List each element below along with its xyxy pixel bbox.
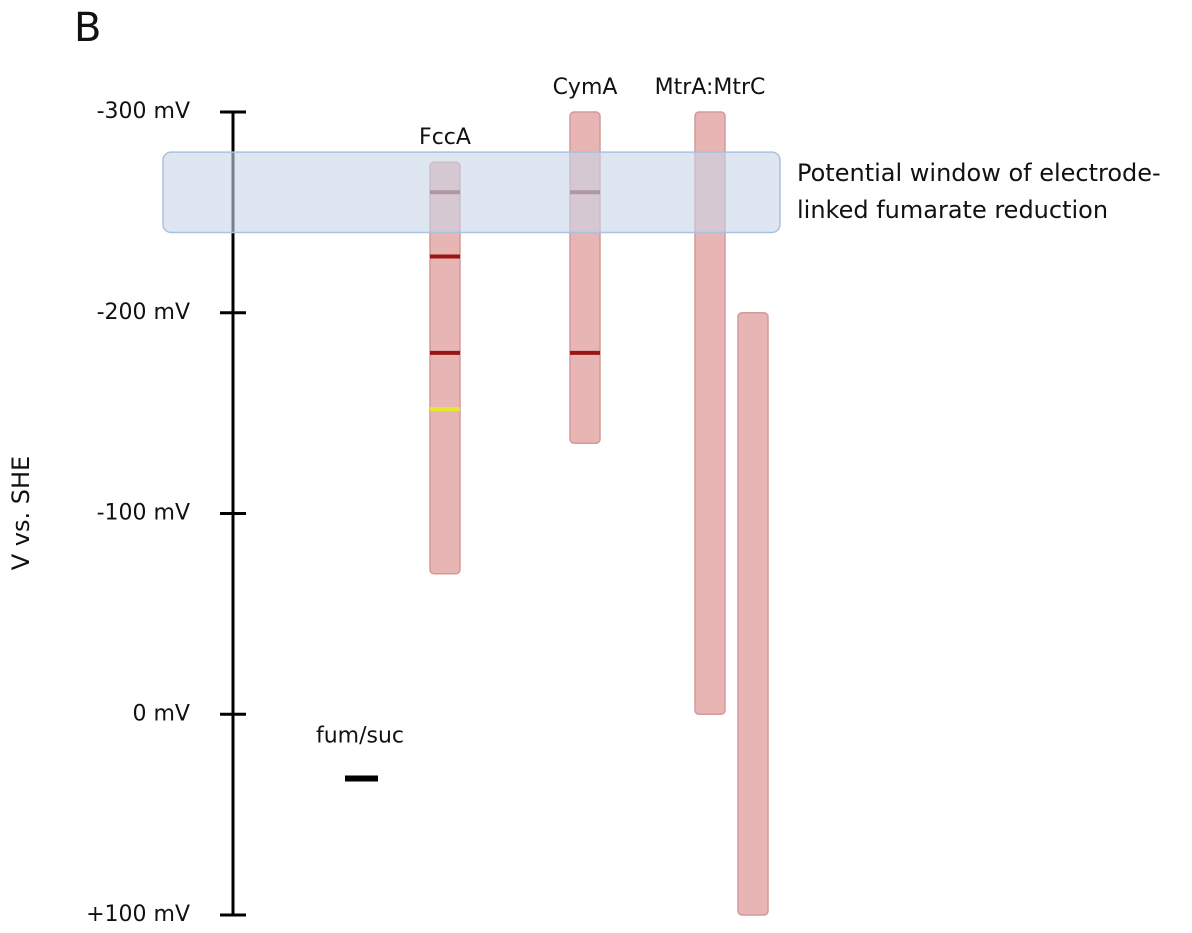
potential-range-bar — [737, 312, 769, 916]
protein-label: CymA — [553, 75, 618, 100]
fum-suc-label: fum/suc — [316, 723, 404, 748]
window-label: Potential window of electrode- — [797, 159, 1161, 187]
potential-window — [162, 151, 781, 234]
y-tick-label: 0 mV — [133, 701, 190, 726]
panel-label: B — [74, 5, 101, 51]
y-axis-label: V vs. SHE — [7, 456, 35, 570]
y-tick-label: -300 mV — [97, 99, 190, 124]
y-tick-label: -100 mV — [97, 501, 190, 526]
protein-label: FccA — [419, 125, 471, 150]
y-tick-label: +100 mV — [86, 902, 190, 927]
window-label: linked fumarate reduction — [797, 196, 1108, 224]
y-tick-label: -200 mV — [97, 300, 190, 325]
protein-label: MtrA:MtrC — [655, 75, 766, 100]
potential-range-bar — [694, 111, 726, 715]
